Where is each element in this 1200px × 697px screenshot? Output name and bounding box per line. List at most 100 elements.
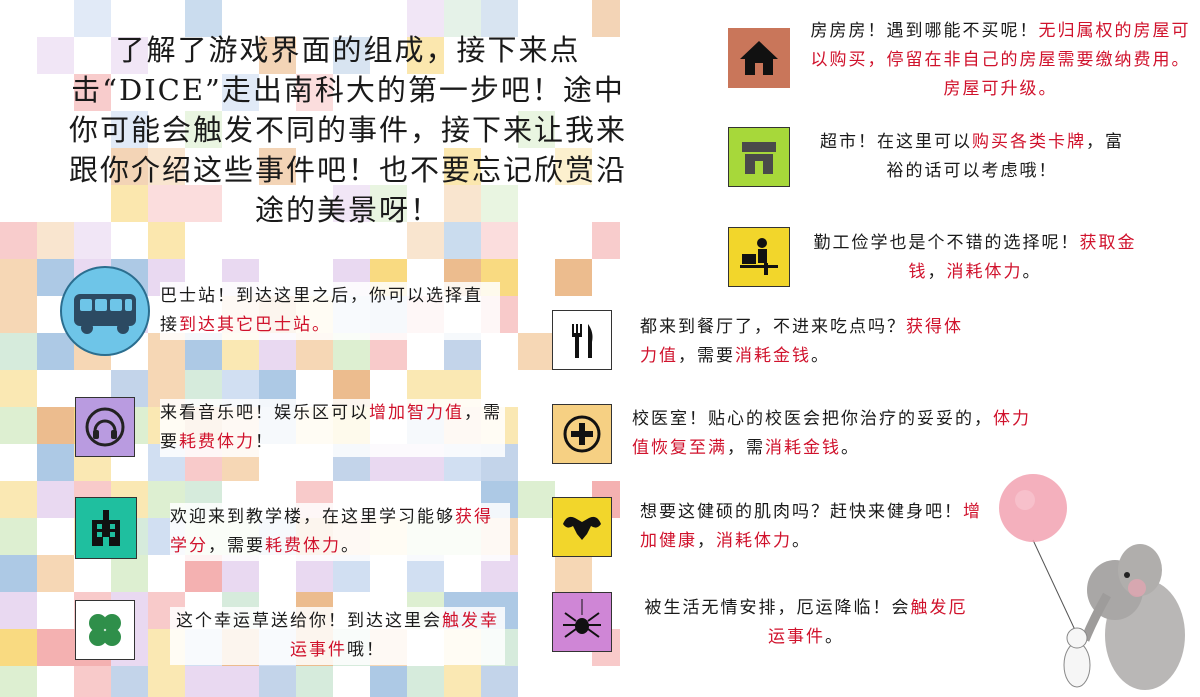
mosaic-tile: [222, 74, 259, 111]
school-building-icon: [75, 497, 137, 559]
mosaic-tile: [407, 0, 444, 37]
music-description: 来看音乐吧！娱乐区可以增加智力值，需要耗费体力！: [160, 399, 505, 457]
mosaic-tile: [592, 0, 620, 37]
luck-description: 这个幸运草送给你！到达这里会触发幸运事件哦！: [170, 607, 505, 665]
mosaic-tile: [148, 148, 185, 185]
mosaic-tile: [74, 74, 111, 111]
house-description: 房房房！遇到哪能不买呢！无归属权的房屋可以购买，停留在非自己的房屋需要缴纳费用。…: [810, 21, 1191, 99]
mosaic-tile: [481, 222, 518, 259]
mosaic-tile: [37, 222, 74, 259]
mosaic-tile: [148, 666, 185, 697]
mosaic-tile: [407, 37, 444, 74]
mosaic-tile: [296, 666, 333, 697]
mosaic-tile: [296, 555, 333, 592]
mosaic-tile: [444, 0, 481, 37]
mosaic-tile: [111, 148, 148, 185]
mosaic-tile: [74, 222, 111, 259]
mosaic-tile: [0, 518, 37, 555]
mosaic-tile: [555, 555, 592, 592]
mosaic-tile: [259, 37, 296, 74]
intro-line: 你可能会触发不同的事件，接下来让我来: [68, 113, 627, 147]
mosaic-tile: [481, 555, 518, 592]
mosaic-tile: [0, 296, 37, 333]
mosaic-tile: [555, 259, 592, 296]
mosaic-tile: [407, 222, 444, 259]
mosaic-tile: [0, 481, 37, 518]
shop-description: 超市！在这里可以购买各类卡牌，富裕的话可以考虑哦！: [820, 132, 1124, 181]
mosaic-tile: [481, 666, 518, 697]
mosaic-tile: [0, 222, 37, 259]
intro-line: 击“DICE”走出南科大的第一步吧！途中: [71, 73, 625, 107]
mosaic-tile: [111, 185, 148, 222]
mosaic-tile: [185, 111, 222, 148]
mosaic-tile: [74, 666, 111, 697]
mosaic-tile: [37, 444, 74, 481]
clinic-description: 校医室！贴心的校医会把你治疗的妥妥的，体力值恢复至满，需消耗金钱。: [632, 409, 1031, 458]
spider-icon: [552, 592, 612, 652]
medical-cross-icon: [552, 404, 612, 464]
mosaic-tile: [111, 111, 148, 148]
gym-description: 想要这健硕的肌肉吗？赶快来健身吧！增加健康，消耗体力。: [640, 502, 982, 551]
work-description: 勤工俭学也是个不错的选择呢！获取金钱，消耗体力。: [813, 233, 1137, 282]
mosaic-tile: [37, 481, 74, 518]
mosaic-tile: [592, 222, 620, 259]
mosaic-tile: [296, 74, 333, 111]
mosaic-tile: [185, 666, 222, 697]
muscle-icon: [552, 497, 612, 557]
work-study-icon: [728, 227, 790, 287]
mosaic-tile: [37, 407, 74, 444]
mosaic-tile: [148, 222, 185, 259]
store-icon: [728, 127, 790, 187]
mosaic-tile: [444, 222, 481, 259]
mosaic-tile: [0, 592, 37, 629]
mosaic-tile: [518, 111, 555, 148]
school-description: 欢迎来到教学楼，在这里学习能够获得学分，需要耗费体力。: [170, 503, 510, 561]
intro-text: 了解了游戏界面的组成，接下来点 击“DICE”走出南科大的第一步吧！途中 你可能…: [18, 30, 678, 230]
mosaic-tile: [481, 185, 518, 222]
bus-icon: [60, 266, 150, 356]
mosaic-tile: [37, 37, 74, 74]
mosaic-tile: [111, 666, 148, 697]
mosaic-tile: [481, 0, 518, 37]
mosaic-tile: [444, 185, 481, 222]
mosaic-tile: [0, 555, 37, 592]
clover-icon: [75, 600, 135, 660]
mosaic-tile: [0, 666, 37, 697]
mosaic-tile: [74, 0, 111, 37]
headphones-icon: [75, 397, 135, 457]
house-icon: [728, 28, 790, 88]
intro-line: 了解了游戏界面的组成，接下来点: [115, 33, 581, 67]
mosaic-tile: [333, 37, 370, 74]
mosaic-tile: [185, 555, 222, 592]
mosaic-tile: [37, 333, 74, 370]
mosaic-tile: [0, 629, 37, 666]
mosaic-tile: [0, 370, 37, 407]
intro-line: 跟你介绍这些事件吧！也不要忘记欣赏沿: [68, 153, 627, 187]
mosaic-tile: [370, 185, 407, 222]
misfortune-description: 被生活无情安排，厄运降临！会触发厄运事件。: [644, 598, 968, 647]
mosaic-tile: [111, 555, 148, 592]
mosaic-tile: [518, 333, 555, 370]
mosaic-tile: [222, 666, 259, 697]
mosaic-tile: [0, 259, 37, 296]
mosaic-tile: [333, 555, 370, 592]
mosaic-tile: [259, 148, 296, 185]
mosaic-tile: [37, 629, 74, 666]
mosaic-tile: [444, 148, 481, 185]
mosaic-tile: [407, 555, 444, 592]
mosaic-tile: [370, 666, 407, 697]
mosaic-tile: [407, 666, 444, 697]
mosaic-tile: [444, 666, 481, 697]
mosaic-tile: [185, 0, 222, 37]
mosaic-tile: [37, 555, 74, 592]
intro-line: 途的美景呀！: [254, 193, 441, 227]
mosaic-tile: [0, 333, 37, 370]
mosaic-tile: [518, 481, 555, 518]
mosaic-tile: [555, 148, 592, 185]
mosaic-tile: [148, 185, 185, 222]
mosaic-tile: [0, 407, 37, 444]
bus-description: 巴士站！到达这里之后，你可以选择直接到达其它巴士站。: [160, 282, 500, 340]
mosaic-tile: [111, 37, 148, 74]
mosaic-tile: [222, 555, 259, 592]
food-description: 都来到餐厅了，不进来吃点吗？获得体力值，需要消耗金钱。: [640, 317, 963, 366]
